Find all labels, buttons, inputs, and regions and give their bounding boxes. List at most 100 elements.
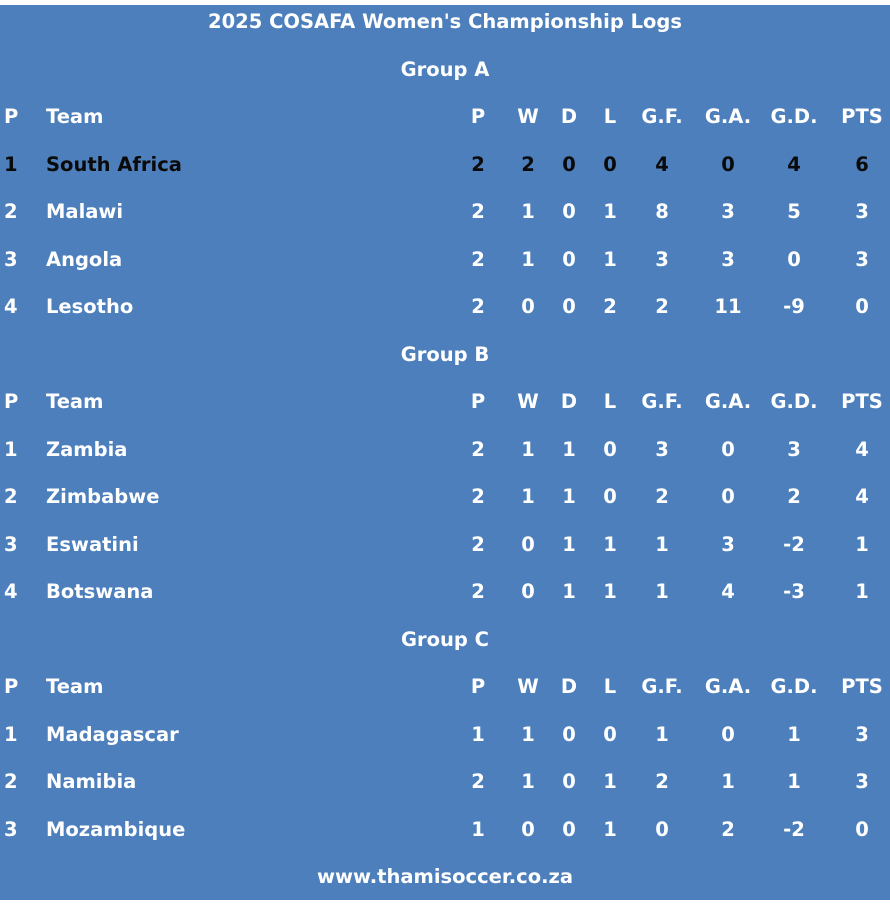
header-pts: PTS	[841, 105, 883, 129]
d-cell: 0	[562, 770, 576, 794]
gf-cell: 2	[655, 770, 669, 794]
position-cell: 2	[4, 485, 18, 509]
gf-cell: 2	[655, 295, 669, 319]
gd-cell: 5	[787, 200, 801, 224]
group-title: Group A	[400, 57, 490, 81]
team-name: Malawi	[46, 200, 124, 224]
standings-board: 2025 COSAFA Women's Championship Logs Gro…	[0, 5, 890, 900]
header-gf: G.F.	[641, 675, 683, 699]
d-cell: 0	[562, 817, 576, 841]
team-name: Zambia	[46, 437, 128, 461]
column-header-row: P Team P W D L G.F. G.A. G.D. PTS	[0, 93, 890, 141]
header-gd: G.D.	[770, 675, 818, 699]
gd-cell: 2	[787, 485, 801, 509]
table-row: 3 Angola 2 1 0 1 3 3 0 3	[0, 236, 890, 284]
pts-cell: 3	[855, 247, 869, 271]
p-cell: 2	[471, 485, 485, 509]
p-cell: 2	[471, 200, 485, 224]
w-cell: 1	[521, 722, 535, 746]
gd-cell: -3	[783, 580, 805, 604]
l-cell: 1	[603, 532, 617, 556]
ga-cell: 3	[721, 247, 735, 271]
w-cell: 1	[521, 770, 535, 794]
p-cell: 2	[471, 152, 485, 176]
header-gf: G.F.	[641, 390, 683, 414]
team-name: Angola	[46, 247, 123, 271]
header-ga: G.A.	[704, 105, 752, 129]
pts-cell: 1	[855, 580, 869, 604]
l-cell: 0	[603, 152, 617, 176]
w-cell: 0	[521, 295, 535, 319]
w-cell: 0	[521, 580, 535, 604]
group-heading-row: Group C	[0, 616, 890, 664]
gd-cell: 1	[787, 770, 801, 794]
gd-cell: 1	[787, 722, 801, 746]
position-cell: 3	[4, 532, 18, 556]
page-title: 2025 COSAFA Women's Championship Logs	[208, 10, 682, 34]
team-name: Lesotho	[46, 295, 134, 319]
table-row: 2 Malawi 2 1 0 1 8 3 5 3	[0, 188, 890, 236]
d-cell: 0	[562, 295, 576, 319]
group-heading-row: Group A	[0, 46, 890, 94]
ga-cell: 0	[721, 722, 735, 746]
position-cell: 4	[4, 295, 18, 319]
table-row: 1 Madagascar 1 1 0 0 1 0 1 3	[0, 711, 890, 759]
l-cell: 1	[603, 817, 617, 841]
header-d: D	[560, 105, 578, 129]
l-cell: 2	[603, 295, 617, 319]
w-cell: 0	[521, 532, 535, 556]
pts-cell: 1	[855, 532, 869, 556]
l-cell: 1	[603, 580, 617, 604]
p-cell: 2	[471, 770, 485, 794]
ga-cell: 1	[721, 770, 735, 794]
team-name: Madagascar	[46, 722, 179, 746]
ga-cell: 4	[721, 580, 735, 604]
pts-cell: 3	[855, 722, 869, 746]
title-row: 2025 COSAFA Women's Championship Logs	[0, 0, 890, 46]
ga-cell: 2	[721, 817, 735, 841]
header-l: L	[603, 105, 617, 129]
gd-cell: 4	[787, 152, 801, 176]
d-cell: 1	[562, 580, 576, 604]
p-cell: 2	[471, 247, 485, 271]
position-cell: 2	[4, 770, 18, 794]
w-cell: 1	[521, 200, 535, 224]
position-cell: 1	[4, 152, 18, 176]
gf-cell: 1	[655, 580, 669, 604]
column-header-row: P Team P W D L G.F. G.A. G.D. PTS	[0, 663, 890, 711]
team-name: Zimbabwe	[46, 485, 160, 509]
l-cell: 0	[603, 437, 617, 461]
pts-cell: 0	[855, 817, 869, 841]
header-gd: G.D.	[770, 105, 818, 129]
header-team: Team	[46, 675, 104, 699]
position-cell: 3	[4, 817, 18, 841]
d-cell: 0	[562, 152, 576, 176]
header-pts: PTS	[841, 675, 883, 699]
p-cell: 2	[471, 437, 485, 461]
p-cell: 2	[471, 532, 485, 556]
header-team: Team	[46, 390, 104, 414]
website-link[interactable]: www.thamisoccer.co.za	[316, 865, 574, 889]
gf-cell: 1	[655, 722, 669, 746]
p-cell: 1	[471, 817, 485, 841]
header-d: D	[560, 675, 578, 699]
w-cell: 2	[521, 152, 535, 176]
header-w: W	[517, 105, 539, 129]
team-name: Botswana	[46, 580, 154, 604]
position-cell: 4	[4, 580, 18, 604]
l-cell: 0	[603, 485, 617, 509]
table-row: 1 South Africa 2 2 0 0 4 0 4 6	[0, 141, 890, 189]
header-position: P	[4, 390, 19, 414]
group-title: Group B	[400, 342, 490, 366]
gf-cell: 3	[655, 247, 669, 271]
l-cell: 1	[603, 770, 617, 794]
table-row: 4 Lesotho 2 0 0 2 2 11 -9 0	[0, 283, 890, 331]
pts-cell: 3	[855, 770, 869, 794]
header-p: P	[470, 105, 486, 129]
gf-cell: 8	[655, 200, 669, 224]
p-cell: 2	[471, 580, 485, 604]
p-cell: 2	[471, 295, 485, 319]
header-ga: G.A.	[704, 390, 752, 414]
header-p: P	[470, 675, 486, 699]
d-cell: 0	[562, 722, 576, 746]
